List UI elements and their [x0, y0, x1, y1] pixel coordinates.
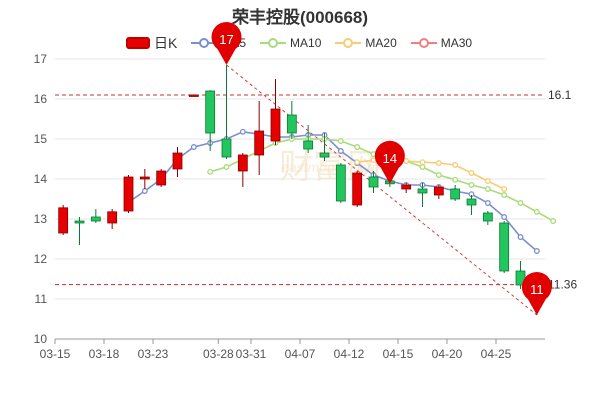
candle-body [401, 184, 412, 190]
series-point-ma5 [484, 200, 491, 206]
candle-legend-icon [126, 37, 150, 49]
series-point-ma20 [354, 159, 361, 166]
candle-body [156, 170, 167, 186]
candle-body [188, 94, 199, 97]
candle-body [270, 108, 281, 142]
candle-body [90, 216, 101, 222]
y-tick-label: 17 [34, 52, 48, 66]
series-point-ma5 [141, 188, 148, 194]
legend-label-kline: 日K [154, 35, 178, 51]
legend-label-ma10: MA10 [290, 36, 322, 50]
candle-body [303, 140, 314, 150]
legend-item-ma20[interactable]: MA20 [335, 36, 397, 50]
series-point-ma5 [501, 214, 508, 220]
series-point-ma20 [484, 178, 491, 184]
series-point-ma20 [403, 158, 410, 164]
candle-body [499, 222, 510, 272]
candle-body [482, 212, 493, 222]
candle-body [107, 211, 118, 224]
ma10-legend-icon [260, 38, 287, 48]
series-point-ma5 [190, 144, 197, 150]
series-point-ma10 [533, 208, 540, 215]
legend-item-kline[interactable]: 日K [126, 33, 177, 53]
series-point-ma5 [533, 248, 540, 254]
x-tick-label: 03-23 [138, 347, 169, 361]
series-point-ma10 [452, 176, 459, 183]
series-point-ma10 [354, 144, 361, 150]
chart-title: 荣丰控股(000668) [231, 8, 369, 27]
watermark: 财富网 [279, 148, 381, 186]
legend-item-ma30[interactable]: MA30 [410, 36, 473, 50]
candle-body [74, 220, 85, 224]
trend-line [226, 64, 538, 316]
candle-body [450, 188, 461, 200]
x-tick-label: 03-18 [89, 347, 120, 361]
max-marker [211, 22, 242, 66]
series-point-ma10 [223, 164, 230, 170]
ma20-legend-icon [335, 38, 362, 48]
y-tick-label: 10 [34, 332, 48, 346]
candle-body [254, 130, 265, 156]
candle-body [205, 90, 216, 134]
mid-marker-label: 14 [383, 151, 397, 166]
candle-body [319, 152, 330, 158]
series-point-ma20 [468, 170, 475, 176]
series-point-ma10 [501, 192, 508, 198]
series-point-ma20 [452, 162, 459, 168]
candle-body [466, 198, 477, 206]
y-tick-label: 15 [34, 132, 48, 146]
candle-body [368, 176, 379, 188]
candle-body [352, 172, 363, 206]
candle-body [172, 152, 183, 170]
series-point-ma10 [419, 164, 426, 170]
candle-body [433, 186, 444, 196]
series-point-ma20 [501, 186, 508, 192]
x-tick-label: 03-28 [203, 347, 234, 361]
y-tick-label: 16 [34, 92, 48, 106]
x-tick-label: 04-07 [285, 347, 316, 361]
candle-body [286, 114, 297, 134]
ref-line-label: 16.1 [548, 88, 572, 102]
series-point-ma10 [550, 218, 557, 224]
x-tick-label: 04-12 [334, 347, 365, 361]
legend-label-ma20: MA20 [365, 36, 397, 50]
x-tick-label: 04-25 [481, 347, 512, 361]
series-point-ma20 [419, 159, 426, 166]
series-point-ma10 [468, 182, 475, 188]
y-tick-label: 14 [34, 172, 48, 186]
series-point-ma10 [435, 172, 442, 178]
candle-body [237, 154, 248, 172]
min-marker-label: 11 [530, 282, 544, 297]
legend-item-ma10[interactable]: MA10 [260, 36, 321, 50]
min-marker [521, 272, 552, 315]
candle-body [221, 138, 232, 158]
y-tick-label: 12 [34, 252, 48, 266]
max-marker-label: 17 [219, 32, 233, 47]
candle-body [123, 176, 134, 212]
x-tick-label: 03-31 [236, 347, 267, 361]
series-point-ma10 [337, 138, 344, 144]
x-tick-label: 04-20 [432, 347, 463, 361]
candle-body [335, 164, 346, 202]
ref-line-label: 11.36 [548, 278, 577, 292]
ma30-legend-icon [410, 38, 437, 48]
candle-body [58, 207, 69, 234]
candle-body [139, 176, 150, 180]
y-tick-label: 13 [34, 212, 48, 226]
series-point-ma20 [435, 160, 442, 166]
mid-marker [374, 140, 405, 184]
series-point-ma10 [484, 186, 491, 192]
y-tick-label: 11 [35, 292, 48, 306]
x-tick-label: 03-15 [40, 347, 71, 361]
candle-body [417, 188, 428, 194]
series-point-ma10 [517, 200, 524, 206]
series-point-ma5 [239, 128, 246, 135]
series-point-ma5 [337, 148, 344, 154]
series-point-ma10 [207, 168, 214, 175]
legend-label-ma30: MA30 [440, 36, 473, 50]
x-tick-label: 04-15 [383, 347, 414, 361]
series-point-ma5 [517, 234, 524, 240]
